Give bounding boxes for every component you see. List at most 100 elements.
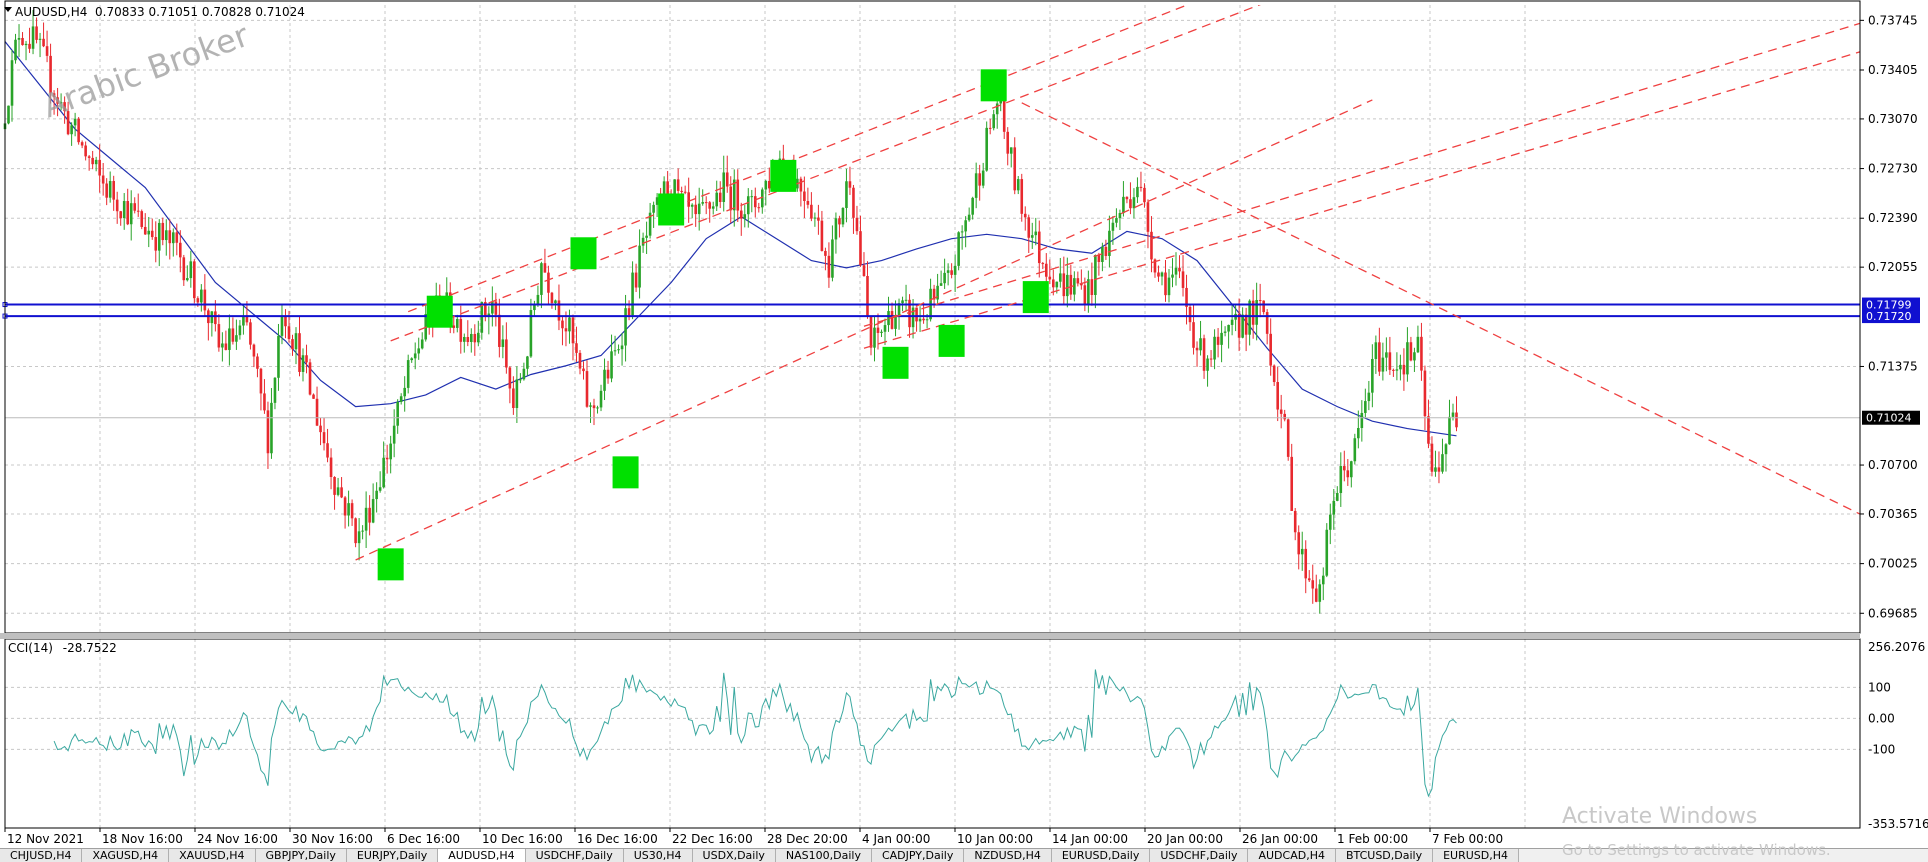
symbol-tab[interactable]: XAUUSD,H4: [169, 849, 256, 862]
symbol-tab[interactable]: EURUSD,Daily: [1051, 849, 1151, 862]
candle-body: [624, 308, 627, 346]
candle-body: [599, 390, 603, 408]
candle-body: [620, 345, 624, 350]
candle-body: [866, 275, 869, 316]
candle-body: [960, 231, 964, 233]
time-tick-label: 1 Feb 00:00: [1337, 832, 1408, 846]
candle-body: [1339, 466, 1343, 494]
cci-tick-label: -353.5716: [1868, 817, 1928, 831]
candle-body: [1304, 548, 1308, 579]
candle-body: [750, 196, 754, 198]
candle-body: [512, 388, 515, 409]
candle-body: [1367, 392, 1371, 402]
candle-body: [1237, 313, 1241, 338]
candle-body: [634, 272, 638, 288]
price-axis: 0.73745 0.73405 0.73070 0.72730 0.72390 0.720…: [5, 13, 1920, 620]
candle-body: [592, 405, 596, 409]
candle-body: [266, 410, 270, 454]
candle-body: [550, 292, 554, 304]
symbol-tab[interactable]: USDCHF,Daily: [525, 849, 624, 862]
candle-body: [396, 401, 399, 426]
candle-body: [336, 487, 340, 495]
candle-body: [189, 261, 193, 279]
candle-body: [582, 368, 585, 372]
candle-body: [1251, 300, 1255, 325]
candle-body: [168, 230, 172, 244]
candle-body: [697, 203, 701, 215]
symbol-tab[interactable]: CHJUSD,H4: [0, 849, 83, 862]
candle-body: [1034, 231, 1038, 236]
candle-body: [1083, 285, 1087, 306]
candle-body: [1023, 213, 1027, 218]
candle-body: [214, 311, 217, 325]
candle-body: [242, 316, 245, 326]
symbol-menu-icon[interactable]: [4, 7, 12, 12]
candle-body: [505, 339, 508, 368]
symbol-tab[interactable]: US30,H4: [623, 849, 693, 862]
symbol-tab[interactable]: GBPJPY,Daily: [255, 849, 347, 862]
cci-tick-label: -100: [1868, 742, 1895, 756]
candle-body: [1325, 529, 1329, 576]
candle-body: [357, 531, 361, 544]
price-tick-label: 0.71375: [1868, 359, 1918, 373]
time-axis: 12 Nov 2021 18 Nov 16:00 24 Nov 16:00 30 No…: [4, 828, 1503, 846]
symbol-tab[interactable]: USDCHF,Daily: [1150, 849, 1249, 862]
candle-body: [1276, 382, 1279, 410]
candle-body: [964, 220, 967, 232]
symbol-tab[interactable]: EURJPY,Daily: [346, 849, 439, 862]
candle-body: [1318, 584, 1322, 602]
candle-body: [725, 172, 729, 187]
symbol-tab[interactable]: BTCUSD,Daily: [1335, 849, 1434, 862]
candle-body: [1258, 300, 1262, 302]
candle-body: [455, 318, 459, 328]
candle-body: [1307, 578, 1311, 581]
moving-average-line: [4, 41, 1457, 437]
activate-subtitle: Go to Settings to activate Windows.: [1562, 841, 1831, 859]
candle-body: [343, 497, 347, 516]
candle-body: [70, 125, 73, 135]
candle-body: [946, 270, 950, 273]
candle-body: [1293, 510, 1297, 533]
candle-body: [915, 307, 918, 322]
candle-body: [1395, 369, 1399, 371]
price-tick-label: 0.70365: [1868, 507, 1918, 521]
candle-body: [746, 196, 750, 215]
candle-body: [256, 356, 259, 369]
level-price-label: 0.71720: [1866, 310, 1912, 323]
candle-body: [1202, 338, 1206, 371]
windows-activation-notice: Activate Windows Go to Settings to activ…: [1562, 804, 1831, 859]
candle-body: [119, 211, 122, 219]
symbol-tab[interactable]: EURUSD,H4: [1433, 849, 1520, 862]
price-tick-label: 0.72390: [1868, 211, 1918, 225]
candle-body: [529, 310, 533, 357]
candle-body: [1094, 255, 1097, 296]
candle-body: [536, 294, 540, 306]
candle-body: [280, 316, 284, 336]
time-tick-label: 6 Dec 16:00: [387, 832, 460, 846]
symbol-tab[interactable]: CADJPY,Daily: [871, 849, 965, 862]
candle-body: [480, 302, 484, 333]
candle-body: [848, 181, 852, 188]
symbol-tab[interactable]: XAGUSD,H4: [82, 849, 170, 862]
symbol-tab[interactable]: USDX,Daily: [692, 849, 776, 862]
candle-body: [1297, 532, 1301, 555]
candle-body: [515, 379, 519, 409]
candle-body: [764, 180, 768, 190]
candle-body: [666, 181, 669, 194]
symbol-tab[interactable]: NAS100,Daily: [775, 849, 872, 862]
candle-body: [1097, 255, 1101, 262]
candle-body: [589, 405, 592, 407]
candle-body: [1455, 412, 1458, 428]
symbol-tab[interactable]: NZDUSD,H4: [964, 849, 1052, 862]
candle-body: [606, 369, 610, 379]
candle-body: [1220, 332, 1223, 345]
symbol-tab[interactable]: AUDUSD,H4: [438, 849, 526, 862]
symbol-tab[interactable]: AUDCAD,H4: [1248, 849, 1336, 862]
candle-body: [147, 230, 151, 235]
candle-body: [652, 204, 655, 213]
trend-lines: [355, 5, 1860, 561]
time-tick-label: 10 Dec 16:00: [482, 832, 563, 846]
candle-body: [1104, 246, 1108, 256]
candle-body: [557, 300, 561, 321]
candle-body: [133, 203, 137, 211]
